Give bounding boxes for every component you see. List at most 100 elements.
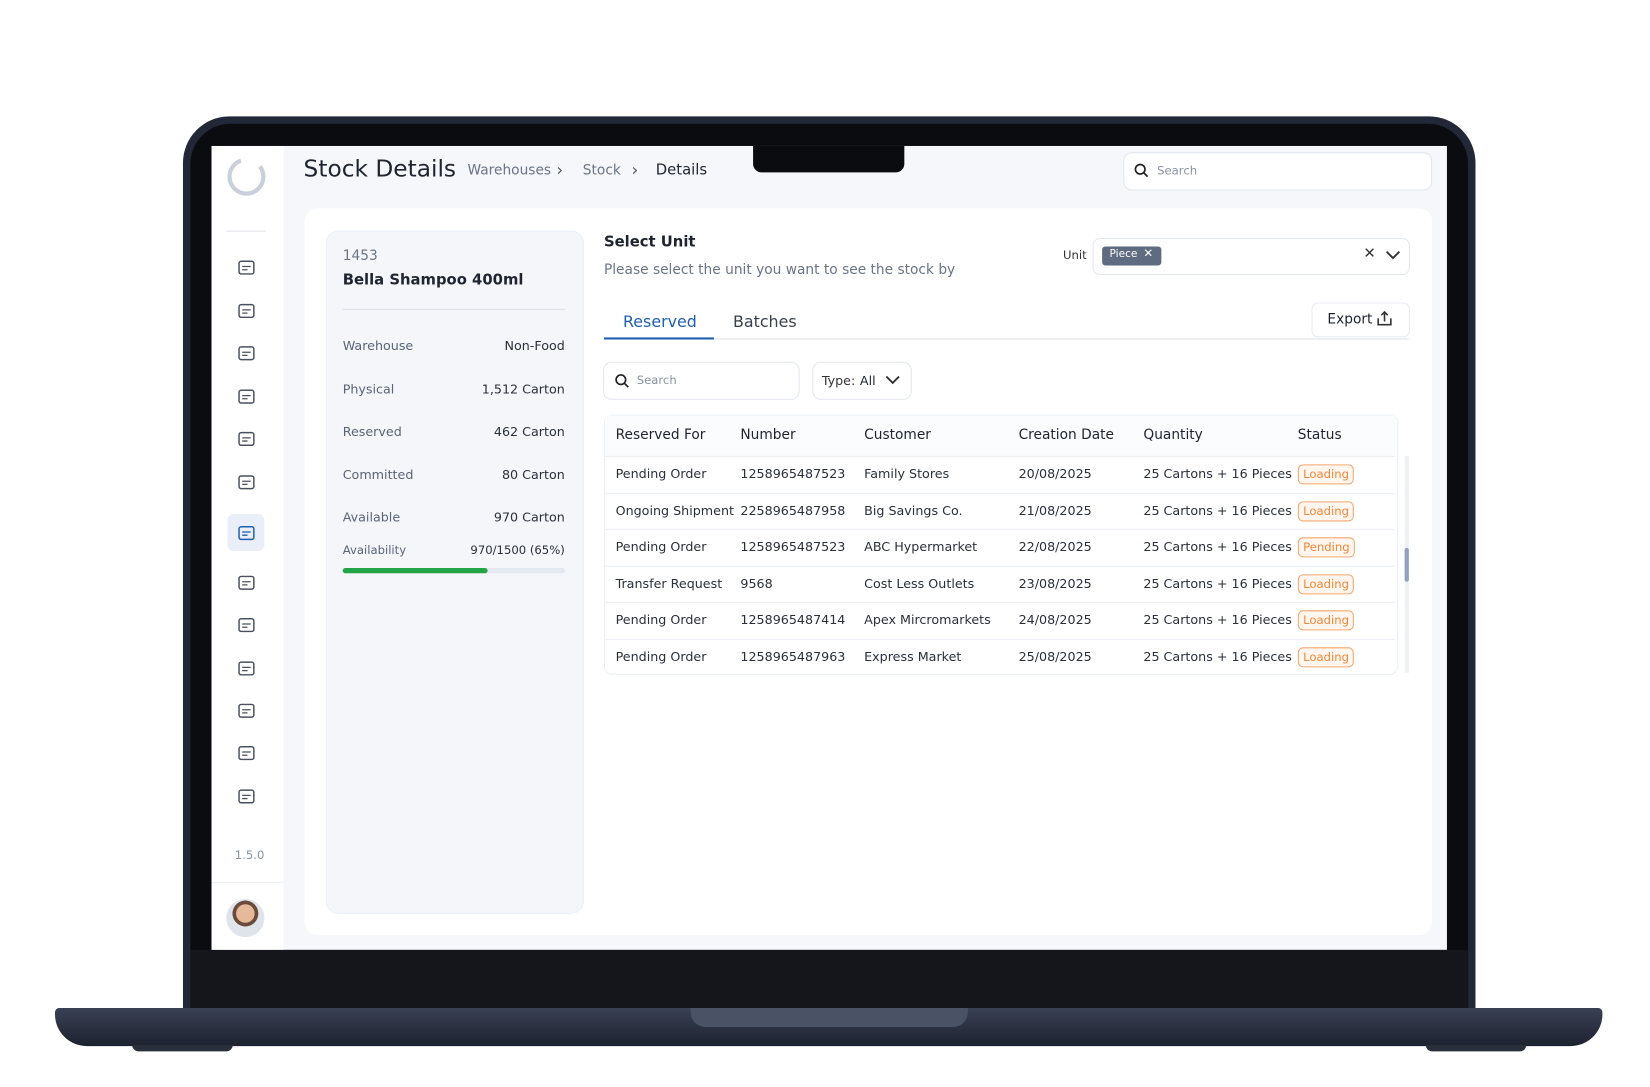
base-notch xyxy=(690,1007,968,1028)
dropdown-icon xyxy=(885,375,900,385)
status-badge: Loading xyxy=(1297,646,1355,667)
nav-icon[interactable] xyxy=(236,743,257,764)
scrollbar-thumb[interactable] xyxy=(1404,547,1409,582)
table-cell: 25 Cartons + 16 Pieces xyxy=(1143,648,1292,664)
tab-indicator xyxy=(603,337,714,340)
nav-icon[interactable] xyxy=(236,472,257,493)
column-header: Quantity xyxy=(1143,427,1203,444)
nav-icon[interactable] xyxy=(236,615,257,636)
field-value: 970 Carton xyxy=(493,509,565,525)
field-label: Physical xyxy=(342,381,395,397)
nav-icon[interactable] xyxy=(236,300,257,321)
table-cell: 20/08/2025 xyxy=(1018,466,1092,482)
column-header: Reserved For xyxy=(615,427,706,444)
section-subtitle: Please select the unit you want to see t… xyxy=(603,262,956,279)
nav-icon[interactable] xyxy=(236,572,257,593)
export-icon xyxy=(1377,310,1392,326)
table-cell: 25/08/2025 xyxy=(1018,648,1092,664)
table-cell: 25 Cartons + 16 Pieces xyxy=(1143,466,1292,482)
type-label: Type: xyxy=(821,373,856,389)
table-cell: 1258965487963 xyxy=(740,648,846,664)
table-header-bg xyxy=(605,415,1396,456)
table-cell: Ongoing Shipment xyxy=(615,502,734,518)
breadcrumb[interactable]: Warehouses xyxy=(467,162,552,179)
tab-active[interactable]: Reserved xyxy=(622,312,697,332)
nav-icon[interactable] xyxy=(236,386,257,407)
page-title: Stock Details xyxy=(303,156,457,183)
field-value: 80 Carton xyxy=(501,466,565,482)
status-badge: Loading xyxy=(1297,464,1355,485)
table-cell: Pending Order xyxy=(615,612,707,628)
tab-line xyxy=(603,338,1409,340)
screen: 1.5.0 Stock Details Warehouses › Stock ›… xyxy=(211,145,1447,950)
table-cell: 22/08/2025 xyxy=(1018,539,1092,555)
column-header: Number xyxy=(740,427,796,444)
divider xyxy=(342,308,565,310)
type-value: All xyxy=(859,373,876,389)
search-icon xyxy=(615,374,629,388)
nav-icon[interactable] xyxy=(236,700,257,721)
status-badge: Loading xyxy=(1297,500,1355,521)
status-badge: Loading xyxy=(1297,610,1355,631)
status-badge: Pending xyxy=(1297,537,1355,558)
chip-remove[interactable]: ✕ xyxy=(1143,246,1154,261)
breadcrumb[interactable]: Stock xyxy=(582,162,621,179)
nav-icon[interactable] xyxy=(236,257,257,278)
nav-icon[interactable] xyxy=(236,658,257,679)
divider xyxy=(226,230,266,232)
search-placeholder: Search xyxy=(1157,163,1198,178)
field-label: Warehouse xyxy=(342,338,414,354)
table-cell: 23/08/2025 xyxy=(1018,575,1092,591)
tab[interactable]: Batches xyxy=(732,312,797,332)
column-header: Customer xyxy=(864,427,931,444)
clear-icon[interactable]: ✕ xyxy=(1363,245,1376,263)
breadcrumb-sep: › xyxy=(556,159,564,180)
table-cell: Family Stores xyxy=(864,466,950,482)
export-text: Export xyxy=(1327,312,1373,328)
table-cell: ABC Hypermarket xyxy=(864,539,978,555)
table-cell: 1258965487523 xyxy=(740,539,846,555)
availability-value: 970/1500 (65%) xyxy=(470,543,565,558)
foot xyxy=(132,1045,233,1052)
breadcrumb: Details xyxy=(655,161,708,179)
row-line xyxy=(605,638,1396,640)
type-filter[interactable] xyxy=(812,361,912,400)
unit-chip[interactable] xyxy=(1102,246,1162,266)
export-button[interactable] xyxy=(1311,302,1410,338)
table-cell: 25 Cartons + 16 Pieces xyxy=(1143,575,1292,591)
search-box[interactable] xyxy=(1123,152,1433,191)
search-icon xyxy=(1134,163,1149,178)
availability-label: Availability xyxy=(342,543,407,558)
table-cell: 1258965487414 xyxy=(740,612,846,628)
table-search[interactable] xyxy=(602,361,800,400)
table-cell: Big Savings Co. xyxy=(864,502,963,518)
nav-icon[interactable] xyxy=(236,428,257,449)
product-name: Bella Shampoo 400ml xyxy=(342,271,524,289)
field-value: 462 Carton xyxy=(493,424,565,439)
row-line xyxy=(605,565,1396,567)
logo xyxy=(227,157,266,196)
table-cell: Pending Order xyxy=(615,466,707,482)
dropdown-icon[interactable] xyxy=(1385,250,1402,261)
table-cell: Transfer Request xyxy=(615,575,723,591)
divider xyxy=(211,882,284,884)
table-cell: Pending Order xyxy=(615,648,707,664)
nav-icon[interactable] xyxy=(236,343,257,364)
table-cell: 21/08/2025 xyxy=(1018,502,1092,518)
field-value: Non-Food xyxy=(504,338,565,354)
progress-bar xyxy=(342,567,488,574)
table-cell: 24/08/2025 xyxy=(1018,612,1092,628)
table-cell: 2258965487958 xyxy=(740,502,846,518)
field-value: 1,512 Carton xyxy=(481,381,565,397)
nav-icon[interactable] xyxy=(236,523,257,544)
row-line xyxy=(605,528,1396,530)
table-cell: Apex Mircromarkets xyxy=(864,612,991,628)
table-cell: 1258965487523 xyxy=(740,466,846,482)
table-cell: Express Market xyxy=(864,648,962,664)
table-cell: 9568 xyxy=(740,575,773,591)
nav-icon[interactable] xyxy=(236,786,257,807)
field-label: Available xyxy=(342,509,401,525)
table xyxy=(603,414,1399,675)
avatar[interactable] xyxy=(226,899,265,938)
